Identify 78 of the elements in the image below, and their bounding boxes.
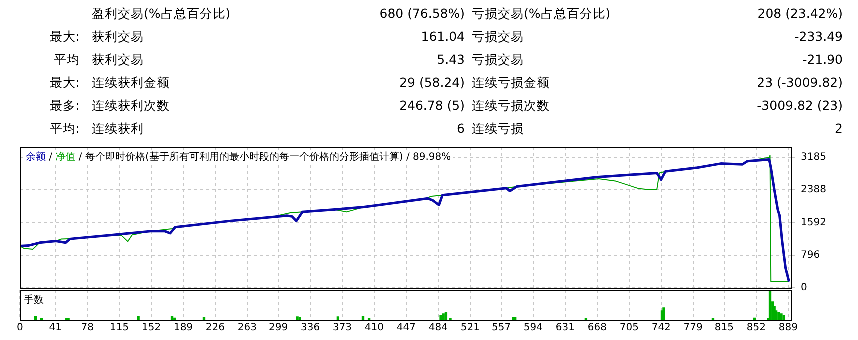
x-tick-label: 410 xyxy=(364,322,384,334)
bar xyxy=(34,316,38,320)
bar xyxy=(782,315,786,320)
text: 平均: xyxy=(48,120,80,138)
bar xyxy=(442,314,445,320)
text: 亏损交易(%占总百分比) xyxy=(472,6,611,21)
text: / 每个即时价格(基于所有可利用的最小时段的每一个价格的分形插值计算) / 89.98% xyxy=(78,152,452,163)
x-tick-label: 447 xyxy=(396,322,416,334)
x-tick-label: 0 xyxy=(16,322,24,334)
bar xyxy=(780,314,783,320)
x-tick-label: 815 xyxy=(714,322,734,334)
x-tick-label: 889 xyxy=(778,322,798,334)
bar xyxy=(362,316,365,320)
bar xyxy=(296,316,299,320)
text: 余额 xyxy=(26,152,46,163)
y-tick-label: 2388 xyxy=(801,184,826,196)
text: 208 (23.42%) xyxy=(758,6,843,21)
text: 平均 xyxy=(53,51,80,69)
x-tick-label: 373 xyxy=(332,322,352,334)
bar xyxy=(336,316,340,320)
x-tick-label: 521 xyxy=(460,322,480,334)
x-tick-label: 115 xyxy=(110,322,130,334)
bar xyxy=(768,290,772,320)
x-tick-label: 152 xyxy=(142,322,162,334)
x-tick-label: 742 xyxy=(652,322,671,334)
text: 6 xyxy=(457,121,465,136)
y-tick-label: 3185 xyxy=(801,152,826,164)
x-tick-label: 631 xyxy=(556,322,576,334)
x-tick-label: 41 xyxy=(49,322,62,334)
text: 2 xyxy=(835,121,843,136)
text: 161.04 xyxy=(421,29,465,44)
text: 连续亏损次数 xyxy=(472,98,550,113)
x-tick-label: 594 xyxy=(524,322,544,334)
text: 23 (-3009.82) xyxy=(757,75,843,90)
bar xyxy=(137,316,140,320)
bar xyxy=(444,312,448,320)
text: 最多: xyxy=(48,97,80,115)
text: -233.49 xyxy=(794,29,843,44)
bar xyxy=(170,316,174,320)
text: 盈利交易(%占总百分比) xyxy=(92,6,231,21)
text: 亏损交易 xyxy=(472,29,524,44)
x-tick-label: 189 xyxy=(174,322,194,334)
text: 连续获利金额 xyxy=(92,75,170,90)
x-tick-label: 668 xyxy=(588,322,607,334)
text: -21.90 xyxy=(802,52,843,67)
text: 连续获利 xyxy=(92,121,144,136)
annotation: / xyxy=(48,152,54,163)
text: 最大: xyxy=(48,28,80,46)
x-tick-label: 78 xyxy=(81,322,94,334)
text: 5.43 xyxy=(437,52,465,67)
x-tick-label: 852 xyxy=(746,322,766,334)
bar xyxy=(778,312,780,320)
text: 连续获利次数 xyxy=(92,98,170,113)
y-tick-label: 0 xyxy=(801,282,808,294)
x-tick-label: 336 xyxy=(300,322,320,334)
text: -3009.82 (23) xyxy=(757,98,843,113)
text: 获利交易 xyxy=(92,52,144,67)
text: 246.78 (5) xyxy=(400,98,465,113)
x-tick-label: 484 xyxy=(428,322,448,334)
text: 680 (76.58%) xyxy=(380,6,465,21)
text: 29 (58.24) xyxy=(400,75,465,90)
x-tick-label: 226 xyxy=(206,322,226,334)
text: 连续亏损金额 xyxy=(472,75,550,90)
text: 连续亏损 xyxy=(472,121,524,136)
y-tick-label: 1592 xyxy=(801,217,826,228)
text: 净值 xyxy=(56,152,76,163)
text: 获利交易 xyxy=(92,29,144,44)
bar xyxy=(440,315,442,320)
x-tick-label: 705 xyxy=(620,322,639,334)
text: 手数 xyxy=(23,293,45,307)
text: 最大: xyxy=(48,74,80,92)
bar xyxy=(662,308,666,320)
x-tick-label: 779 xyxy=(684,322,703,334)
x-tick-label: 299 xyxy=(269,322,288,334)
text: 亏损交易 xyxy=(472,52,524,67)
x-tick-label: 263 xyxy=(238,322,257,334)
y-tick-label: 796 xyxy=(801,250,820,261)
x-tick-label: 557 xyxy=(492,322,512,334)
